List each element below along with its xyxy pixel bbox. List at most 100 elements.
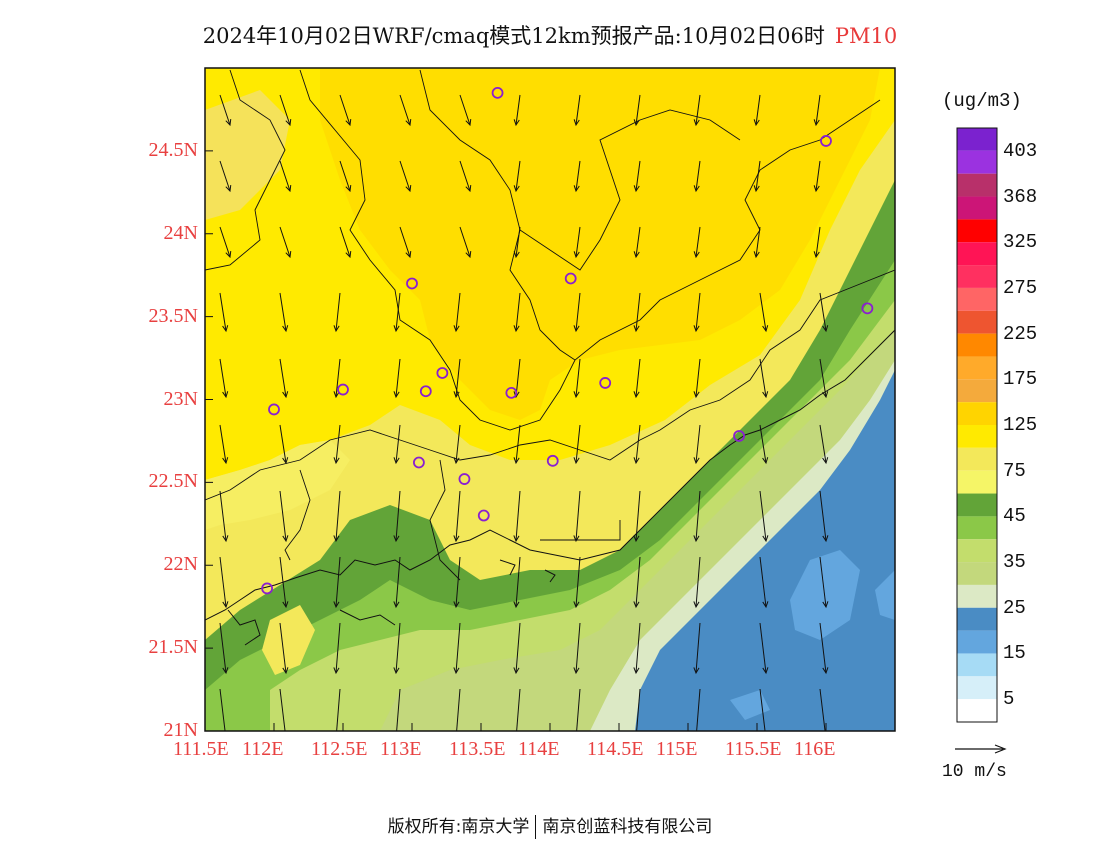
wind-arrow-head: [693, 457, 700, 465]
map-title: 2024年10月02日WRF/cmaq模式12km预报产品:10月02日06时 P…: [0, 20, 1100, 50]
wind-arrow-head: [762, 457, 769, 465]
boundary-mid: [299, 69, 881, 431]
wind-arrow-head: [393, 391, 400, 399]
colorbar-swatch: [957, 333, 997, 357]
wind-arrow: [339, 160, 351, 192]
wind-arrow-head: [285, 118, 292, 127]
coastline-islet-a: [499, 559, 516, 576]
lon-label: 116E: [794, 738, 836, 760]
wind-arrow-head: [345, 118, 352, 127]
field-80-sw: [205, 440, 350, 530]
wind-arrow: [335, 292, 341, 332]
wind-arrow: [395, 556, 401, 608]
wind-arrow-head: [393, 325, 400, 333]
wind-arrow: [335, 622, 341, 674]
colorbar-swatch: [957, 310, 997, 334]
wind-arrow: [335, 358, 341, 398]
boundaries: [205, 69, 895, 581]
wind-arrow-head: [333, 601, 340, 609]
wind-arrow-head: [633, 119, 640, 127]
colorbar-unit: (ug/m3): [942, 90, 1022, 112]
coastline-bay: [227, 609, 261, 646]
wind-arrow: [755, 160, 761, 192]
colorbar-swatch: [957, 287, 997, 311]
wind-arrow: [759, 622, 767, 674]
wind-arrow-head: [222, 667, 229, 675]
wind-arrow: [695, 424, 701, 464]
wind-arrow-head: [393, 535, 400, 543]
wind-arrow: [695, 556, 701, 608]
wind-arrow: [515, 556, 521, 608]
wind-arrow: [219, 94, 231, 126]
colorbar-swatch: [957, 516, 997, 540]
colorbar-label: 5: [1003, 688, 1015, 711]
wind-reference-arrow: [955, 744, 1007, 754]
wind-arrow: [635, 358, 641, 398]
lon-label: 114E: [518, 738, 560, 760]
wind-arrow: [279, 358, 287, 398]
wind-arrow-head: [453, 667, 460, 675]
wind-arrow: [335, 556, 341, 608]
wind-arrow: [395, 358, 401, 398]
coastline-islet-b: [544, 569, 556, 583]
wind-arrow: [515, 292, 521, 332]
colorbar-swatch: [957, 196, 997, 220]
wind-arrow-head: [693, 391, 700, 399]
wind-arrow: [399, 94, 411, 126]
colorbar-swatch: [957, 128, 997, 151]
wind-arrow-head: [393, 667, 400, 675]
wind-arrow-head: [762, 601, 769, 609]
wind-arrow-head: [405, 118, 412, 127]
wind-arrow-head: [333, 667, 340, 675]
wind-arrow-head: [573, 251, 580, 259]
wind-arrow-head: [573, 185, 580, 193]
wind-arrow: [575, 622, 581, 674]
wind-arrow: [515, 160, 521, 192]
wind-arrow: [635, 292, 641, 332]
company-text: 南京创蓝科技有限公司: [542, 817, 713, 837]
concentration-field: [205, 68, 895, 731]
wind-arrow: [279, 424, 287, 464]
station-marker: [546, 454, 559, 467]
wind-arrow: [395, 490, 401, 542]
lat-label: 22N: [163, 553, 198, 576]
lat-label: 23.5N: [148, 304, 198, 327]
boundary-inner: [509, 229, 576, 361]
wind-arrow: [339, 94, 351, 126]
wind-arrow-head: [285, 184, 292, 193]
wind-arrow-head: [453, 325, 460, 333]
wind-arrow-head: [405, 184, 412, 193]
wind-arrow-head: [573, 457, 580, 465]
monitoring-stations: [261, 86, 874, 595]
wind-arrow-head: [393, 457, 400, 465]
lon-label: 115.5E: [725, 738, 782, 760]
station-marker: [436, 367, 449, 379]
wind-arrow-head: [693, 119, 700, 127]
colorbar-label: 35: [1003, 551, 1026, 574]
lat-label: 24.5N: [148, 138, 198, 161]
wind-arrow-head: [573, 119, 580, 127]
wind-arrow-head: [453, 391, 460, 399]
field-125: [320, 68, 880, 420]
wind-arrow-head: [333, 535, 340, 543]
station-marker: [406, 277, 418, 290]
wind-arrow: [695, 490, 701, 542]
wind-arrow-head: [513, 391, 520, 399]
boundary-pearl: [429, 459, 461, 581]
station-marker: [861, 302, 874, 315]
wind-arrow-head: [633, 601, 640, 609]
wind-arrow: [515, 490, 521, 542]
lat-label: 23N: [163, 387, 198, 410]
wind-arrow: [695, 292, 701, 332]
wind-arrow-head: [453, 601, 460, 609]
wind-arrow: [515, 622, 521, 674]
wind-arrow-head: [753, 185, 760, 193]
wind-arrow: [575, 226, 581, 258]
wind-arrow-head: [633, 185, 640, 193]
wind-arrow: [819, 292, 827, 332]
boundary-southwest: [284, 469, 311, 561]
wind-arrow: [819, 424, 827, 464]
boundary-west: [205, 69, 286, 271]
colorbar-swatch: [957, 607, 997, 631]
wind-arrow-head: [333, 325, 340, 333]
